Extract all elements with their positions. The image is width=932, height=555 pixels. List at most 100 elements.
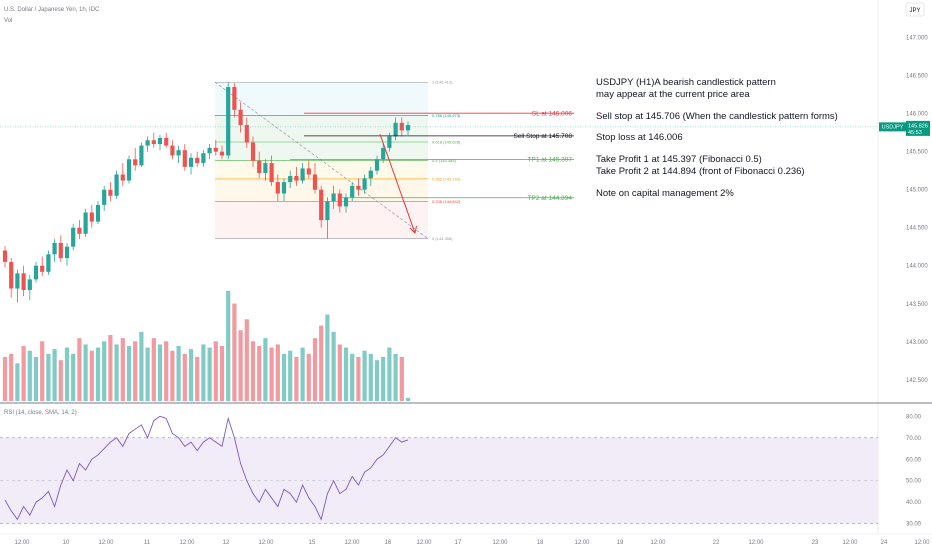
rsi-tick-label: 40.00 bbox=[906, 500, 922, 506]
current-price-tag bbox=[906, 120, 930, 136]
fibonacci-retracement[interactable]: 1 (146.413) 0.786 (145.973) 0.618 (145.628… bbox=[214, 80, 461, 241]
volume-bar bbox=[250, 341, 256, 401]
currency-button[interactable]: JPY bbox=[905, 2, 925, 17]
candle-body bbox=[226, 87, 231, 156]
time-tick-label: 12:00 bbox=[842, 540, 858, 546]
rsi-tick-label: 30.00 bbox=[906, 522, 922, 528]
time-tick-label: 12:00 bbox=[416, 540, 432, 546]
candle-body bbox=[325, 201, 330, 221]
candle-body bbox=[201, 153, 206, 164]
volume-bar bbox=[393, 353, 398, 401]
time-tick-label: 24 bbox=[881, 540, 888, 546]
candle-body bbox=[89, 212, 94, 222]
volume-bar bbox=[170, 350, 175, 401]
candle-body bbox=[126, 159, 132, 181]
note-line-7: Note on capital management 2% bbox=[596, 188, 734, 199]
price-tick-label: 142.500 bbox=[906, 378, 928, 384]
candle-body bbox=[362, 178, 367, 190]
candle-body bbox=[33, 265, 39, 280]
volume-bar bbox=[331, 331, 336, 401]
candle-body bbox=[294, 176, 299, 181]
volume-bar bbox=[244, 319, 249, 401]
volume-bar bbox=[64, 347, 70, 401]
volume-bar bbox=[275, 344, 280, 401]
price-tick-label: 144.000 bbox=[906, 264, 928, 270]
candle-body bbox=[46, 254, 51, 272]
volume-bar bbox=[325, 314, 330, 401]
fib-zone-0 bbox=[215, 82, 428, 116]
sell-stop-line-label: Sell Stop at 145.708 bbox=[513, 133, 572, 140]
candle-body bbox=[2, 250, 8, 262]
candle-body bbox=[219, 151, 225, 156]
fib-zone-2 bbox=[215, 141, 428, 161]
symbol-tag: USDJPY bbox=[882, 125, 904, 131]
time-tick-label: 17 bbox=[455, 540, 462, 546]
time-axis[interactable]: 12:00 10 12:00 11 12:00 12 12:00 15 12:00 16 12:00… bbox=[14, 540, 930, 546]
volume-bar bbox=[46, 353, 51, 401]
volume-bar bbox=[356, 357, 361, 401]
candle-body bbox=[27, 279, 32, 291]
volume-bar bbox=[201, 344, 206, 401]
volume-bar bbox=[120, 338, 125, 401]
price-tick-label: 143.000 bbox=[906, 340, 928, 346]
time-tick-label: 12 bbox=[223, 540, 230, 546]
candle-body bbox=[356, 185, 361, 190]
candle-body bbox=[40, 265, 45, 272]
candle-body bbox=[269, 163, 274, 183]
trade-levels[interactable]: SL at 146.006 Sell Stop at 145.708 TP1 at … bbox=[0, 110, 878, 235]
candle-body bbox=[52, 242, 57, 255]
time-tick-label: 15 bbox=[309, 540, 316, 546]
volume-bar bbox=[368, 353, 373, 401]
volume-bar bbox=[95, 347, 101, 401]
candle-body bbox=[164, 137, 169, 146]
candle-body bbox=[83, 212, 88, 234]
note-line-3: Sell stop at 145.706 (When the candlesti… bbox=[596, 111, 838, 122]
candle-body bbox=[312, 174, 318, 190]
volume-bar bbox=[27, 350, 32, 401]
volume-bar bbox=[226, 291, 231, 401]
candle-body bbox=[393, 122, 398, 137]
price-axis[interactable]: 147.000 146.500 146.000 145.500 145.000 144.5… bbox=[879, 36, 930, 384]
volume-bar bbox=[294, 357, 299, 401]
volume-bar bbox=[164, 341, 169, 401]
candle-body bbox=[9, 261, 14, 289]
volume-bar bbox=[33, 357, 39, 401]
time-tick-label: 11 bbox=[144, 540, 151, 546]
volume-bar bbox=[232, 303, 237, 401]
volume-bar bbox=[195, 357, 200, 401]
note-line-5: Take Profit 1 at 145.397 (Fibonacci 0.5) bbox=[596, 154, 762, 165]
volume-bar bbox=[238, 330, 243, 401]
candle-body bbox=[108, 189, 113, 196]
rsi-pane[interactable]: 80.00 70.00 60.00 50.00 40.00 30.00 bbox=[0, 414, 922, 528]
volume-bar bbox=[213, 341, 218, 401]
candle-body bbox=[139, 145, 144, 166]
note-line-4: Stop loss at 146.006 bbox=[596, 132, 683, 143]
fib-trend-line bbox=[214, 81, 429, 239]
candle-body bbox=[300, 168, 305, 181]
volume-bar bbox=[306, 353, 311, 401]
candle-body bbox=[281, 182, 287, 194]
volume-bar bbox=[83, 344, 88, 401]
candle-body bbox=[182, 150, 187, 167]
volume-bar bbox=[319, 325, 324, 401]
candle-body bbox=[71, 227, 76, 247]
time-tick-label: 23 bbox=[812, 540, 819, 546]
time-tick-label: 12:00 bbox=[650, 540, 666, 546]
time-tick-label: 12:00 bbox=[258, 540, 274, 546]
price-tick-label: 144.500 bbox=[906, 226, 928, 232]
candle-body bbox=[331, 193, 336, 202]
fib-level-label-4: 0.382 (145.142) bbox=[432, 176, 461, 181]
time-tick-label: 12:00 bbox=[914, 540, 930, 546]
current-price-value: 145.826 bbox=[908, 123, 928, 129]
take-profit-2-line-label: TP2 at 144.894 bbox=[528, 195, 573, 202]
note-line-1: USDJPY (H1)A bearish candlestick pattern bbox=[596, 77, 776, 88]
candle-body bbox=[306, 168, 311, 175]
price-tick-label: 143.500 bbox=[906, 302, 928, 308]
volume-bar bbox=[40, 341, 45, 401]
candle-body bbox=[387, 136, 392, 148]
volume-bar bbox=[145, 347, 150, 401]
volume-bar bbox=[269, 347, 274, 401]
fib-zone-1 bbox=[215, 115, 428, 142]
